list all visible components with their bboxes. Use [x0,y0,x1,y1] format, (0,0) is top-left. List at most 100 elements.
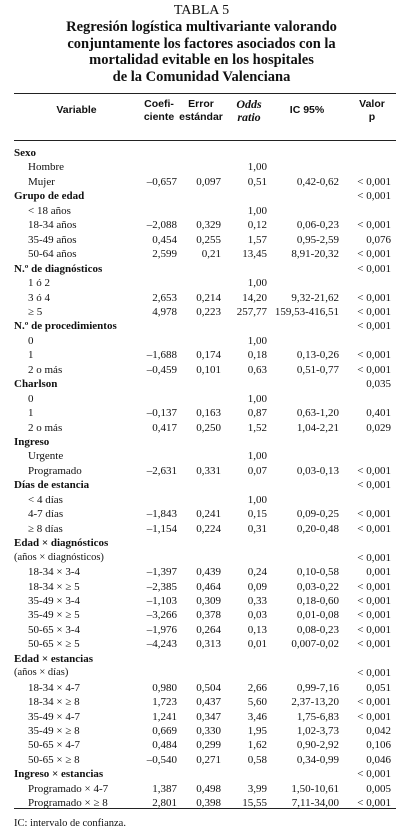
cell-value: 0,223 [196,305,221,318]
cell-value: 0,250 [196,421,221,434]
cell-value: 1,02-3,73 [296,725,339,737]
cell-value: 0,331 [196,464,221,477]
cell-value: 15,55 [242,797,267,810]
row-label: 2 o más [28,363,63,376]
cell-value: 14,20 [242,291,267,304]
cell-value: 0,09 [247,580,267,593]
cell-value: < 0,001 [357,623,391,636]
cell-value: 0,378 [196,609,221,622]
row-label: (años × días) [14,667,69,679]
cell-value: 0,20-0,48 [296,522,339,535]
cell-value: < 0,001 [357,291,391,304]
heading-line: conjuntamente los factores asociados con… [67,35,336,52]
cell-value: < 0,001 [357,667,391,680]
row-label: 4-7 días [28,508,64,521]
column-header-line: Valor [359,98,385,110]
cell-value: –0,137 [146,407,177,420]
cell-value: < 0,001 [357,219,391,232]
cell-value: 159,53-416,51 [274,305,339,318]
cell-value: 0,498 [196,782,221,795]
column-header-line: Variable [56,104,97,116]
cell-value: –0,459 [146,363,177,376]
cell-value: 0,484 [152,739,177,752]
row-label: Programado × 4-7 [28,782,109,795]
column-header-line: p [368,111,376,123]
cell-value: < 0,001 [357,175,391,188]
cell-value: 0,398 [196,797,221,810]
cell-value: 0,241 [196,508,221,521]
row-label: Mujer [28,175,55,188]
cell-value: 0,31 [247,522,267,535]
column-header: Valor p [348,98,396,124]
cell-value: < 0,001 [357,710,391,723]
column-header: Odds ratio [226,98,272,124]
cell-value: –1,843 [146,508,177,521]
cell-value: 5,60 [247,696,267,709]
cell-value: < 0,001 [357,797,391,810]
cell-value: < 0,001 [357,522,391,535]
cell-value: 0,90-2,92 [296,739,339,752]
cell-value: 0,42-0,62 [296,175,339,188]
row-label: ≥ 5 [28,305,43,318]
cell-value: –1,397 [146,566,177,579]
cell-value: 1,00 [247,161,267,174]
cell-value: –1,688 [146,349,177,362]
cell-value: < 0,001 [357,594,391,607]
cell-value: –0,657 [146,175,177,188]
cell-value: < 0,001 [357,479,391,492]
cell-value: 0,299 [196,739,221,752]
row-label: 50-65 × 3-4 [28,623,81,636]
row-label: < 18 años [28,204,71,217]
cell-value: 0,03 [247,609,267,622]
row-label: Programado [28,464,82,477]
cell-value: 0,097 [196,175,221,188]
cell-value: 0,309 [196,594,221,607]
row-label: (años × diagnósticos) [14,551,104,563]
cell-value: 1,95 [247,725,267,737]
cell-value: 0,051 [366,681,391,694]
row-label: Ingreso [14,436,50,448]
row-label: ≥ 8 días [28,522,63,535]
cell-value: 0,10-0,58 [296,566,339,579]
cell-value: –1,103 [146,594,177,607]
cell-value: 7,11-34,00 [291,797,339,810]
cell-value: 0,504 [196,681,221,694]
column-header-line: IC 95% [289,104,325,116]
heading-line: mortalidad evitable en los hospitales [89,52,314,68]
cell-value: 0,417 [152,421,177,434]
row-label: 50-65 × 4-7 [28,739,81,752]
cell-value: 0,464 [196,580,221,593]
cell-value: 0,51 [247,175,267,188]
cell-value: 1,50-10,61 [291,782,339,795]
cell-value: 0,439 [196,566,221,579]
cell-value: 0,12 [247,219,267,232]
heading-line: de la Comunidad Valenciana [112,68,291,85]
row-label: 50-65 × ≥ 8 [28,753,80,766]
cell-value: 0,63-1,20 [296,407,339,420]
cell-value: 0,454 [152,233,177,246]
bottom-rule [14,808,396,809]
footnote: IC: intervalo de confianza. [14,818,126,829]
cell-value: < 0,001 [357,305,391,318]
cell-value: 0,03-0,22 [296,580,339,593]
row-label: 18-34 años [28,219,77,232]
cell-value: 0,005 [366,782,391,795]
cell-value: 1,00 [247,493,267,506]
column-header-line: Odds [236,97,262,111]
cell-value: 13,45 [242,248,267,261]
cell-value: 0,06-0,23 [296,219,339,232]
cell-value: < 0,001 [357,363,391,376]
row-label: N.º de procedimientos [14,320,117,333]
cell-value: < 0,001 [357,580,391,593]
row-label: 35-49 × ≥ 8 [28,725,80,737]
cell-value: 0,99-7,16 [296,681,339,694]
cell-value: –2,631 [146,464,177,477]
cell-value: < 0,001 [357,262,391,275]
cell-value: 0,980 [152,681,177,694]
cell-value: 1,00 [247,392,267,405]
cell-value: < 0,001 [357,349,391,362]
cell-value: 0,163 [196,407,221,420]
cell-value: 0,101 [196,363,221,376]
cell-value: 0,63 [247,363,267,376]
cell-value: < 0,001 [357,696,391,709]
